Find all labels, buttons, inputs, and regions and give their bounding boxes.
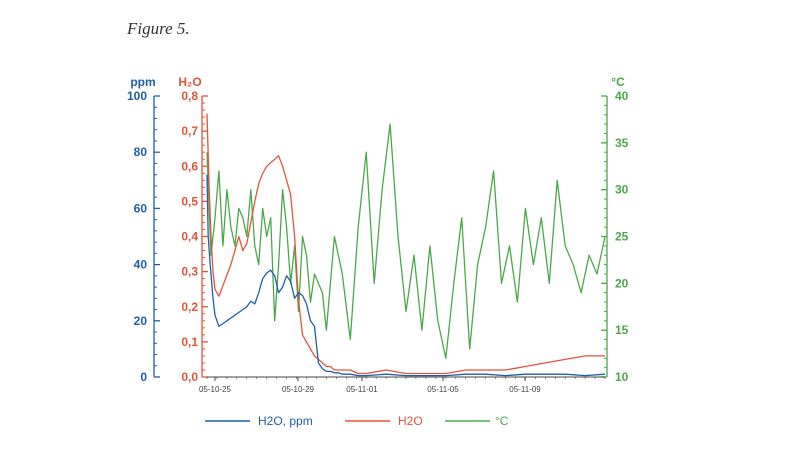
temp-tick-label: 15: [615, 323, 629, 337]
legend-label: H2O, ppm: [258, 414, 313, 428]
ppm-tick-label: 80: [134, 145, 148, 159]
temp-tick-label: 40: [615, 89, 629, 103]
ppm-tick-label: 40: [134, 258, 148, 272]
x-tick-label: 05-10-29: [282, 385, 315, 394]
h2o-tick-label: 0,8: [181, 89, 198, 103]
h2o-tick-label: 0,0: [181, 370, 198, 384]
x-tick-label: 05-11-05: [427, 385, 459, 394]
legend-label: °C: [495, 414, 509, 428]
axes-layer: 020406080100ppm0,00,10,20,30,40,50,60,70…: [127, 75, 629, 394]
x-axis: 05-10-25 05-10-29 05-11-01 05-11-05 05-11-09: [199, 376, 606, 394]
ppm-tick-label: 60: [134, 201, 148, 215]
legend-label: H2O: [398, 414, 423, 428]
temp-unit-label: °C: [611, 75, 625, 89]
temp-tick-label: 25: [615, 230, 629, 244]
ppm-tick-label: 100: [127, 89, 147, 103]
series-layer: [206, 113, 606, 377]
x-tick-label: 05-10-25: [199, 385, 232, 394]
x-tick-label: 05-11-09: [509, 385, 541, 394]
temp-tick-label: 10: [615, 370, 629, 384]
legend: H2O, ppm H2O °C: [205, 414, 509, 428]
h2o-tick-label: 0,7: [181, 124, 198, 138]
ppm-unit-label: ppm: [130, 75, 155, 89]
series-line-h2o: [206, 113, 605, 375]
legend-item-2: °C: [445, 414, 509, 428]
h2o-tick-label: 0,6: [181, 159, 198, 173]
h2o-unit-label: H₂O: [178, 75, 201, 89]
legend-item-1: H2O: [345, 414, 423, 428]
legend-item-0: H2O, ppm: [205, 414, 313, 428]
x-tick-label: 05-11-01: [346, 385, 378, 394]
h2o-tick-label: 0,5: [181, 194, 198, 208]
temp-tick-label: 30: [615, 183, 629, 197]
temp-tick-label: 20: [615, 276, 629, 290]
h2o-tick-label: 0,3: [181, 265, 198, 279]
temp-axis: 10 15 20 25 30 35 40°C: [601, 75, 629, 384]
ppm-tick-label: 20: [134, 314, 148, 328]
h2o-tick-label: 0,1: [181, 335, 198, 349]
figure-caption: Figure 5.: [127, 19, 190, 38]
h2o-tick-label: 0,2: [181, 300, 198, 314]
series-line-temp: [206, 123, 606, 359]
h2o-tick-label: 0,4: [181, 230, 198, 244]
temp-tick-label: 35: [615, 136, 629, 150]
series-line-ppm: [206, 174, 606, 377]
ppm-tick-label: 0: [140, 370, 147, 384]
